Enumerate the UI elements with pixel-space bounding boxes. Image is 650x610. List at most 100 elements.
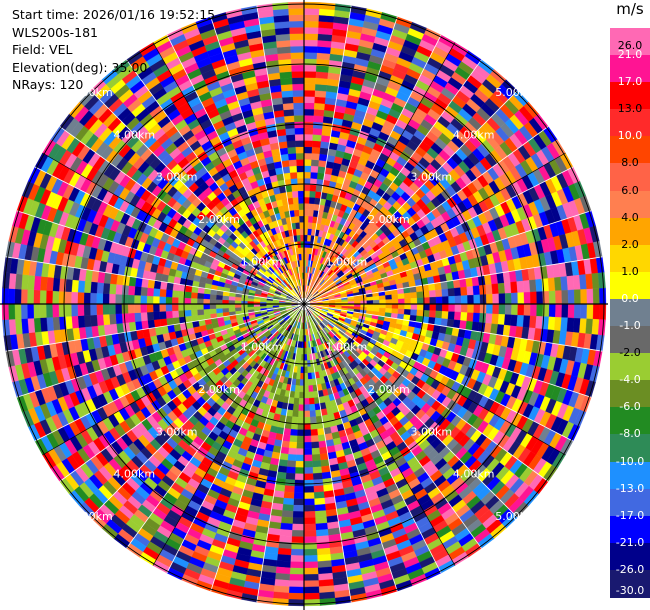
gate xyxy=(296,429,305,437)
gate xyxy=(385,294,393,300)
gate xyxy=(441,288,449,297)
gate xyxy=(278,459,288,467)
gate xyxy=(303,190,311,198)
gate xyxy=(404,303,412,310)
gate xyxy=(303,33,319,41)
ray-gap xyxy=(303,303,442,574)
gate xyxy=(303,39,318,47)
gate xyxy=(133,294,141,305)
gate xyxy=(312,140,322,148)
gate xyxy=(320,465,331,474)
gate xyxy=(303,460,313,468)
gate xyxy=(141,278,149,288)
gate xyxy=(318,579,334,587)
gate xyxy=(293,498,305,506)
gate xyxy=(146,311,154,321)
gate xyxy=(297,416,305,424)
gate xyxy=(309,190,316,198)
gate xyxy=(290,428,298,437)
gate xyxy=(253,306,261,310)
gate xyxy=(379,299,386,305)
gate xyxy=(303,165,312,173)
gate xyxy=(312,466,322,474)
gate xyxy=(592,303,600,320)
gate xyxy=(197,309,205,316)
gate xyxy=(446,280,455,290)
gate xyxy=(293,397,300,405)
gate xyxy=(560,276,569,291)
gate xyxy=(279,529,293,537)
gate xyxy=(298,404,305,412)
gate xyxy=(96,314,104,326)
gate xyxy=(303,398,310,405)
ray-gap xyxy=(303,303,352,603)
gate xyxy=(440,318,449,327)
gate xyxy=(203,303,210,310)
gate xyxy=(295,460,305,468)
gate xyxy=(416,309,424,317)
gate xyxy=(466,286,474,296)
gate xyxy=(555,303,563,318)
gate xyxy=(303,511,316,519)
gate xyxy=(303,586,320,594)
gate xyxy=(523,291,531,305)
gate xyxy=(33,317,42,333)
gate xyxy=(52,277,61,292)
gate xyxy=(303,379,309,386)
gate xyxy=(171,310,180,318)
gate xyxy=(504,314,512,326)
gate xyxy=(429,303,437,312)
gate xyxy=(312,472,323,481)
gate xyxy=(134,320,143,331)
gate xyxy=(303,140,313,148)
gate xyxy=(303,89,316,97)
gate xyxy=(295,454,305,462)
gate xyxy=(311,441,320,449)
gate xyxy=(554,276,562,291)
gate xyxy=(115,293,122,305)
gate xyxy=(274,579,290,587)
gate xyxy=(291,536,305,544)
gate xyxy=(275,566,291,575)
gate xyxy=(303,27,319,34)
gate xyxy=(21,318,29,334)
gate xyxy=(428,310,437,318)
gate xyxy=(184,291,192,299)
gate xyxy=(303,523,317,531)
gate xyxy=(115,284,123,295)
gate xyxy=(385,303,393,309)
gate xyxy=(454,311,462,321)
gate xyxy=(492,293,500,305)
gate xyxy=(599,303,607,320)
gate xyxy=(282,504,294,512)
gate xyxy=(454,295,462,305)
gate xyxy=(303,391,310,399)
gate xyxy=(292,517,305,525)
gate xyxy=(292,410,299,418)
gate xyxy=(547,316,556,331)
gate xyxy=(45,290,53,305)
gate xyxy=(108,303,116,315)
gate xyxy=(222,295,230,301)
gate xyxy=(14,288,22,305)
gate xyxy=(314,504,326,512)
gate xyxy=(560,317,569,332)
gate xyxy=(303,473,314,481)
gate xyxy=(115,313,123,324)
gate xyxy=(159,303,166,312)
gate xyxy=(288,447,297,455)
gate xyxy=(64,291,72,305)
gate xyxy=(71,279,79,293)
gate xyxy=(65,316,73,330)
gate xyxy=(303,1,320,9)
gate xyxy=(303,561,318,569)
gate xyxy=(293,492,305,500)
gate xyxy=(291,530,305,537)
gate xyxy=(548,290,556,305)
gate xyxy=(2,272,11,289)
gate xyxy=(33,303,41,319)
gate xyxy=(398,303,405,310)
gate xyxy=(203,293,211,300)
gate xyxy=(8,303,16,320)
gate xyxy=(303,442,312,449)
